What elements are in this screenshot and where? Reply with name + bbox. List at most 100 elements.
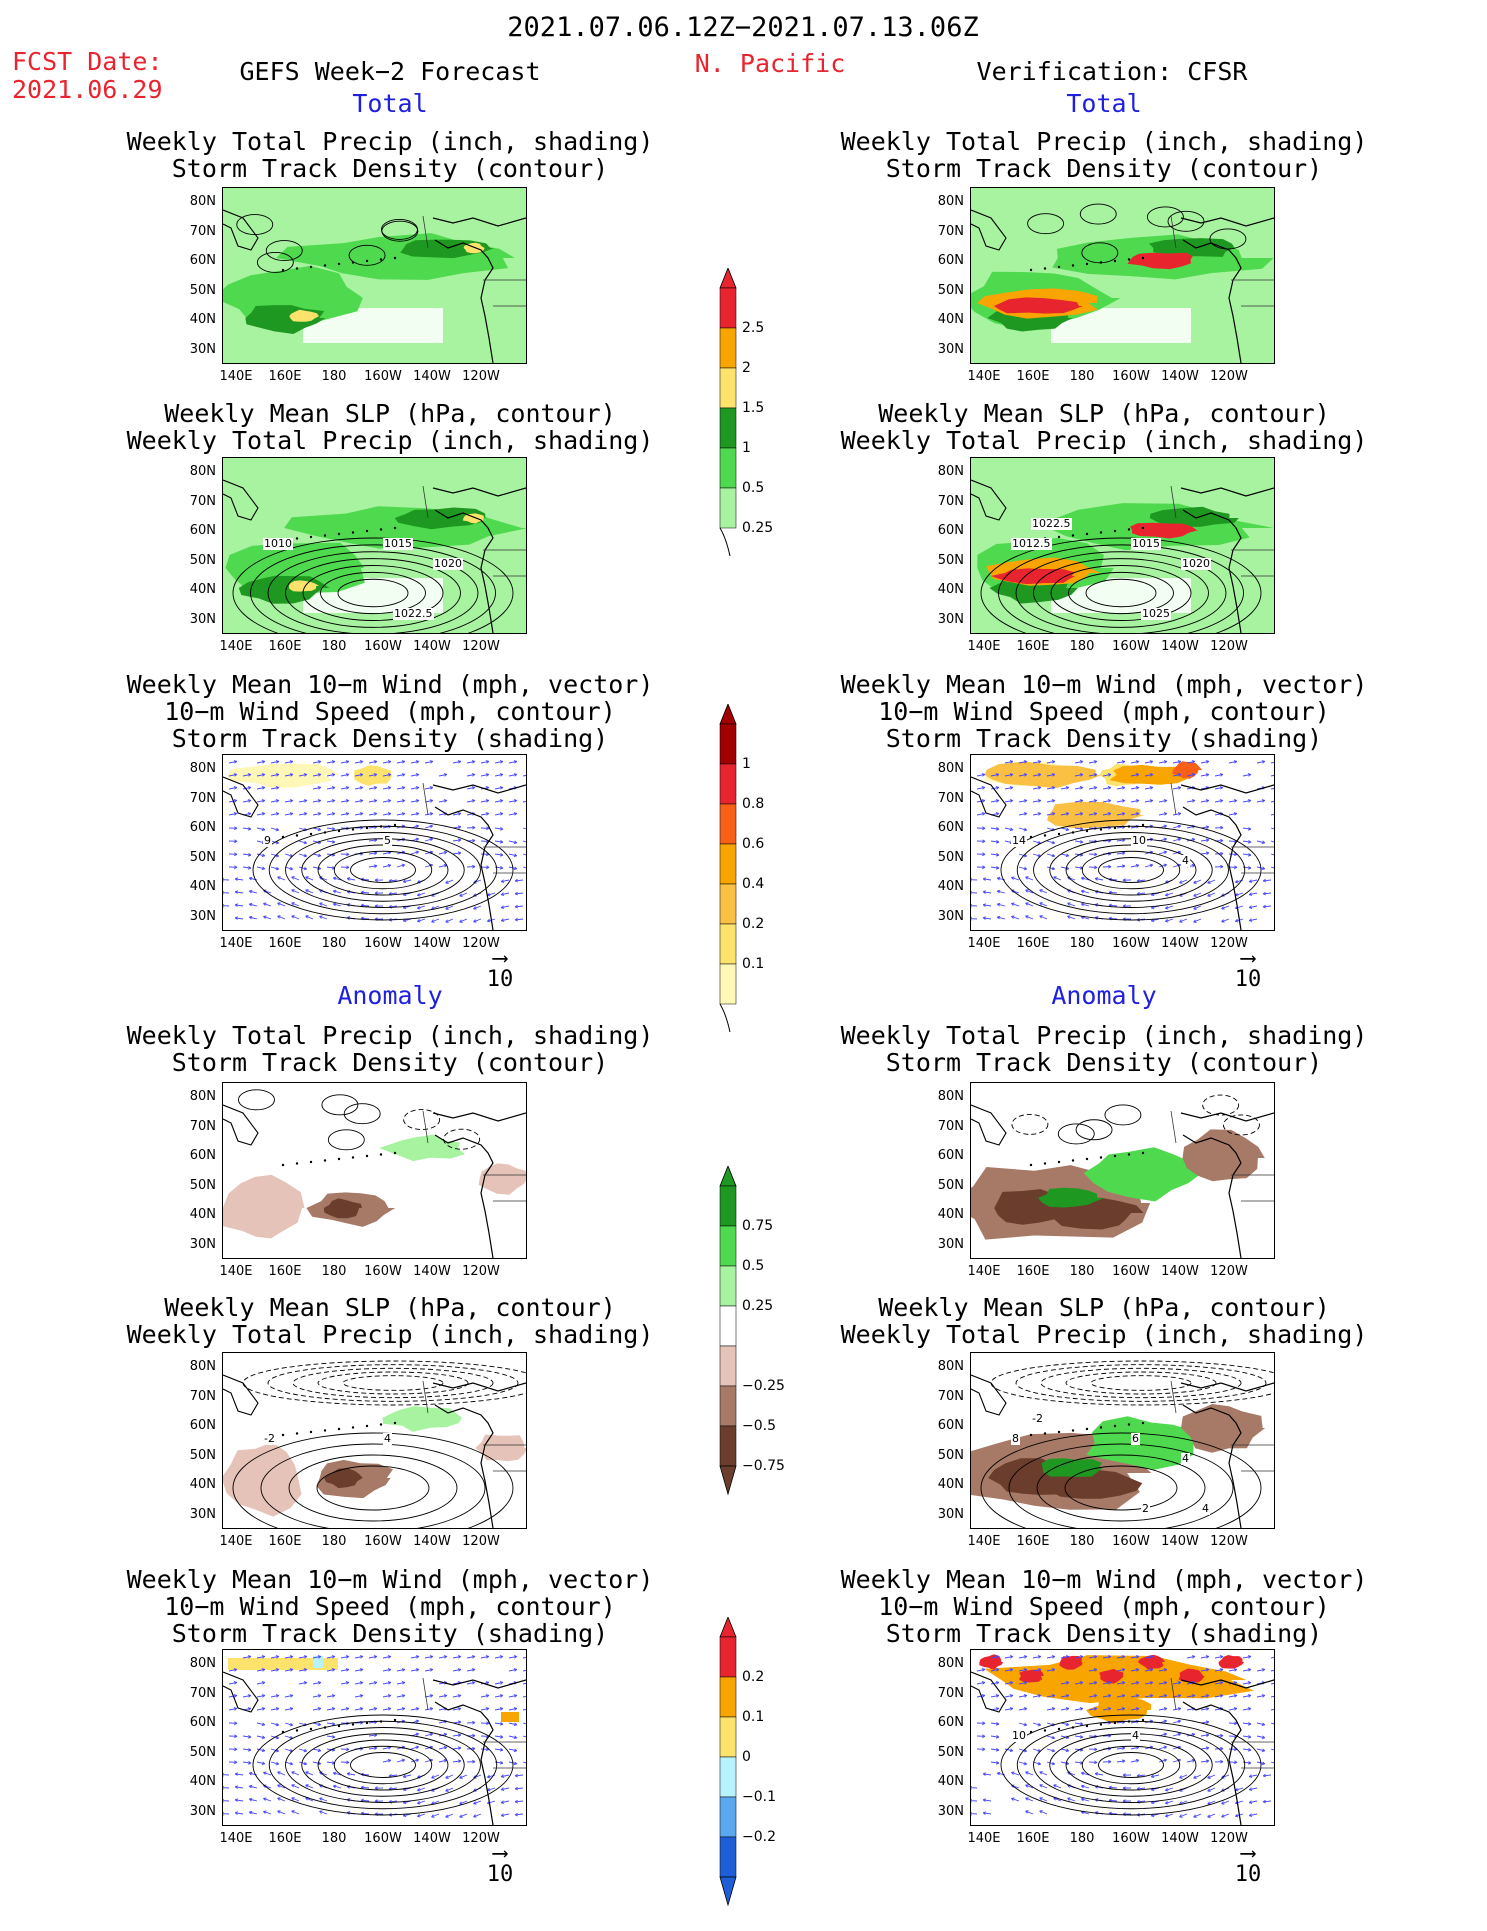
island — [324, 831, 326, 833]
island — [310, 536, 312, 538]
island — [1044, 1432, 1046, 1434]
track-anom-shading-high — [979, 1654, 1003, 1670]
lat-tick-label: 30N — [924, 909, 964, 924]
colorbar-label: 0.5 — [742, 480, 764, 496]
gefs-total-label: Total — [352, 91, 427, 116]
lon-tick-label: 160W — [1112, 1831, 1150, 1846]
contour-line — [286, 1728, 481, 1803]
island — [352, 1156, 354, 1158]
contour-line — [334, 851, 432, 889]
lat-tick-label: 70N — [924, 1119, 964, 1134]
island — [310, 1728, 312, 1730]
colorbar-bottom-tail — [720, 1004, 730, 1032]
lon-tick-label: 180 — [322, 639, 347, 654]
colorbar-track-total — [718, 704, 738, 1058]
lon-tick-label: 160W — [364, 1534, 402, 1549]
lon-tick-label: 160W — [364, 1831, 402, 1846]
colorbar-label: −0.1 — [742, 1789, 776, 1805]
colorbar-label: 2.5 — [742, 320, 764, 336]
island — [380, 825, 382, 827]
contour-label: 1015 — [1131, 538, 1161, 550]
island — [1058, 833, 1060, 835]
island — [1100, 1156, 1102, 1158]
lat-tick-label: 60N — [924, 1418, 964, 1433]
panel-title-line: Weekly Mean SLP (hPa, contour) — [878, 1294, 1330, 1321]
contour-line — [1099, 858, 1164, 883]
island — [310, 1161, 312, 1163]
island — [338, 1428, 340, 1430]
lon-tick-label: 120W — [1210, 639, 1248, 654]
island — [1086, 1725, 1088, 1727]
island — [1086, 263, 1088, 265]
island — [394, 527, 396, 529]
contour-line — [1012, 1114, 1048, 1134]
lat-tick-label: 60N — [176, 523, 216, 538]
lat-tick-label: 40N — [176, 582, 216, 597]
lat-tick-label: 50N — [924, 283, 964, 298]
lon-tick-label: 140E — [219, 1831, 252, 1846]
lon-tick-label: 140W — [413, 1831, 451, 1846]
contour-label: 4 — [1181, 855, 1190, 867]
colorbar-segment — [720, 1757, 736, 1797]
lat-tick-label: 50N — [924, 1745, 964, 1760]
lon-tick-label: 120W — [1210, 1264, 1248, 1279]
lon-tick-label: 180 — [1070, 1534, 1095, 1549]
lon-tick-label: 140W — [1161, 1831, 1199, 1846]
lat-tick-label: 50N — [924, 850, 964, 865]
colorbar-label: 0.2 — [742, 916, 764, 932]
lat-tick-label: 50N — [176, 1178, 216, 1193]
panel-title-line: Storm Track Density (contour) — [172, 1049, 609, 1076]
colorbar-label: −0.5 — [742, 1418, 776, 1434]
island — [352, 261, 354, 263]
lon-tick-label: 120W — [1210, 1534, 1248, 1549]
island — [1044, 1729, 1046, 1731]
contour-line — [253, 1715, 513, 1815]
contour-label: 4 — [1131, 1730, 1140, 1742]
island — [1128, 825, 1130, 827]
colorbar-segment — [720, 884, 736, 924]
contour-line — [293, 1368, 493, 1397]
lat-tick-label: 60N — [924, 253, 964, 268]
island — [1142, 1422, 1144, 1424]
island — [282, 269, 284, 271]
island — [1114, 260, 1116, 262]
island — [282, 836, 284, 838]
lon-tick-label: 180 — [322, 1264, 347, 1279]
island — [394, 257, 396, 259]
lat-tick-label: 60N — [924, 1715, 964, 1730]
island — [1044, 1162, 1046, 1164]
contour-label: 1020 — [1181, 558, 1211, 570]
contour-line — [334, 1746, 432, 1784]
island — [1114, 1722, 1116, 1724]
region-title: N. Pacific — [695, 51, 846, 76]
lon-tick-label: 120W — [462, 369, 500, 384]
colorbar-segment — [720, 288, 736, 328]
lon-tick-label: 180 — [1070, 369, 1095, 384]
gefs-anomaly-label: Anomaly — [337, 983, 442, 1008]
island — [1072, 1429, 1074, 1431]
cfsr-anomaly-label: Anomaly — [1051, 983, 1156, 1008]
lon-tick-label: 140W — [1161, 1534, 1199, 1549]
anom-shading-wet — [383, 1406, 463, 1431]
island — [1030, 836, 1032, 838]
lon-tick-label: 160E — [268, 639, 301, 654]
colorbar-top-triangle — [720, 268, 736, 288]
panel-title-line: Weekly Total Precip (inch, shading) — [127, 427, 654, 454]
lon-tick-label: 160E — [1016, 369, 1049, 384]
lat-tick-label: 30N — [176, 909, 216, 924]
lat-tick-label: 80N — [924, 194, 964, 209]
lon-tick-label: 140E — [219, 1264, 252, 1279]
contour-line — [1105, 1105, 1141, 1125]
lon-tick-label: 180 — [322, 1534, 347, 1549]
reference-arrow-icon: ⟶ — [487, 1846, 514, 1862]
lon-tick-label: 160W — [364, 1264, 402, 1279]
colorbar-label: 0.25 — [742, 1298, 773, 1314]
island — [1058, 536, 1060, 538]
lat-tick-label: 40N — [924, 879, 964, 894]
contour-label: 8 — [1011, 1433, 1020, 1445]
lat-tick-label: 80N — [924, 1359, 964, 1374]
lat-tick-label: 70N — [924, 224, 964, 239]
lon-tick-label: 160W — [1112, 936, 1150, 951]
